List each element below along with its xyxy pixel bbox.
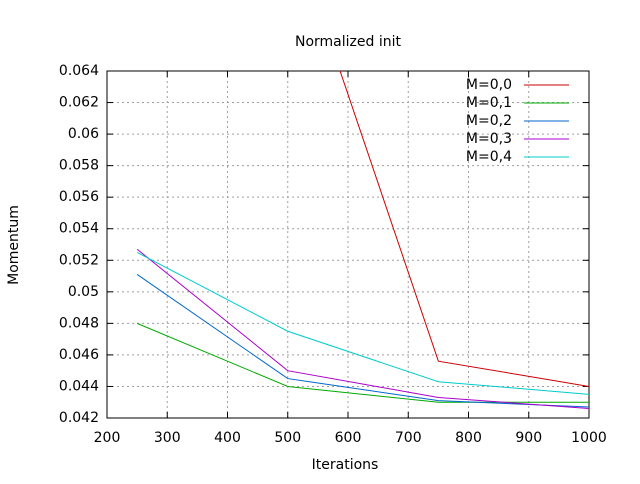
series-line	[136, 248, 589, 410]
chart-title: Normalized init	[295, 34, 401, 50]
legend-label: M=0,3	[466, 131, 512, 147]
y-tick-label: 0.052	[59, 252, 99, 268]
plot-lines	[136, 71, 589, 410]
y-tick-label: 0.042	[59, 410, 99, 426]
y-tick-label: 0.06	[68, 126, 99, 142]
y-tick-label: 0.05	[68, 284, 99, 300]
y-tick-label: 0.048	[59, 315, 99, 331]
series-line	[136, 251, 589, 395]
y-axis-label: Momentum	[6, 205, 22, 285]
x-tick-label: 800	[455, 430, 482, 446]
y-tick-label: 0.056	[59, 189, 99, 205]
y-tick-label: 0.054	[59, 221, 99, 237]
y-tick-label: 0.046	[59, 347, 99, 363]
legend-label: M=0,2	[466, 113, 512, 129]
x-tick-label: 1000	[571, 430, 607, 446]
x-tick-label: 300	[154, 430, 181, 446]
x-axis-label: Iterations	[312, 457, 379, 473]
plot-frame	[106, 70, 590, 419]
x-tick-label: 500	[274, 430, 301, 446]
legend-label: M=0,4	[466, 149, 512, 165]
legend-label: M=0,1	[466, 95, 512, 111]
series-line	[136, 274, 589, 408]
x-tick-label: 400	[214, 430, 241, 446]
y-tick-label: 0.044	[59, 378, 99, 394]
x-tick-label: 200	[94, 430, 121, 446]
y-tick-label: 0.058	[59, 158, 99, 174]
series-line	[339, 71, 589, 387]
y-tick-label: 0.062	[59, 95, 99, 111]
x-tick-label: 900	[515, 430, 542, 446]
legend-label: M=0,0	[466, 77, 512, 93]
x-tick-label: 700	[395, 430, 422, 446]
series-line	[136, 322, 589, 403]
x-tick-label: 600	[335, 430, 362, 446]
y-tick-label: 0.064	[59, 63, 99, 79]
